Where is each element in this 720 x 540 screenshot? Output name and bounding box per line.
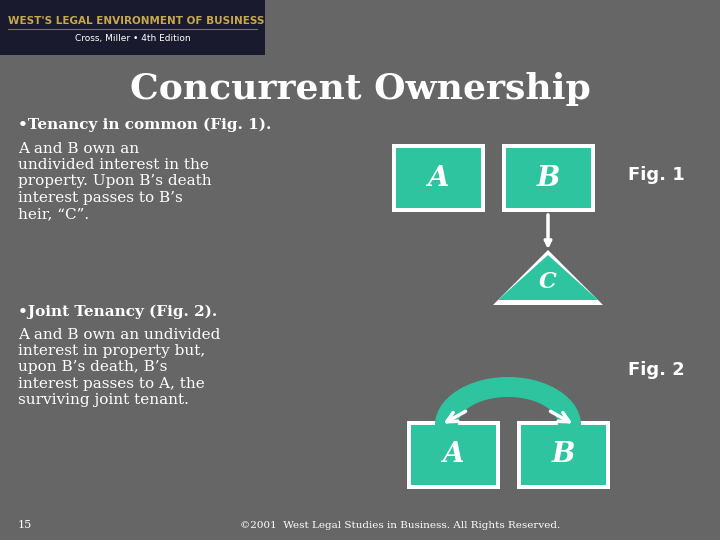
Text: Fig. 1: Fig. 1 — [628, 166, 685, 184]
Bar — [505, 148, 590, 208]
Text: Fig. 2: Fig. 2 — [628, 361, 685, 379]
Polygon shape — [493, 250, 603, 305]
Text: B: B — [536, 165, 559, 192]
Text: A and B own an undivided
interest in property but,
upon B’s death, B’s
interest : A and B own an undivided interest in pro… — [18, 328, 220, 407]
Text: B: B — [552, 442, 575, 469]
Bar — [0, 0, 265, 55]
Bar — [516, 421, 610, 489]
Bar — [502, 144, 595, 212]
Text: 15: 15 — [18, 520, 32, 530]
Bar — [407, 421, 500, 489]
Bar — [410, 425, 495, 485]
Bar — [392, 144, 485, 212]
Text: Concurrent Ownership: Concurrent Ownership — [130, 72, 590, 106]
Text: C: C — [539, 272, 557, 294]
Text: WEST'S LEGAL ENVIRONMENT OF BUSINESS: WEST'S LEGAL ENVIRONMENT OF BUSINESS — [8, 16, 264, 26]
Bar — [521, 425, 606, 485]
Text: ©2001  West Legal Studies in Business. All Rights Reserved.: ©2001 West Legal Studies in Business. Al… — [240, 521, 560, 530]
Text: Cross, Miller • 4th Edition: Cross, Miller • 4th Edition — [75, 34, 191, 43]
Text: •Joint Tenancy (Fig. 2).: •Joint Tenancy (Fig. 2). — [18, 305, 217, 319]
Text: A: A — [442, 442, 464, 469]
Bar — [395, 148, 480, 208]
Polygon shape — [435, 377, 581, 425]
Polygon shape — [498, 255, 598, 300]
Text: A: A — [427, 165, 449, 192]
Text: •Tenancy in common (Fig. 1).: •Tenancy in common (Fig. 1). — [18, 118, 271, 132]
Text: A and B own an
undivided interest in the
property. Upon B’s death
interest passe: A and B own an undivided interest in the… — [18, 142, 212, 221]
